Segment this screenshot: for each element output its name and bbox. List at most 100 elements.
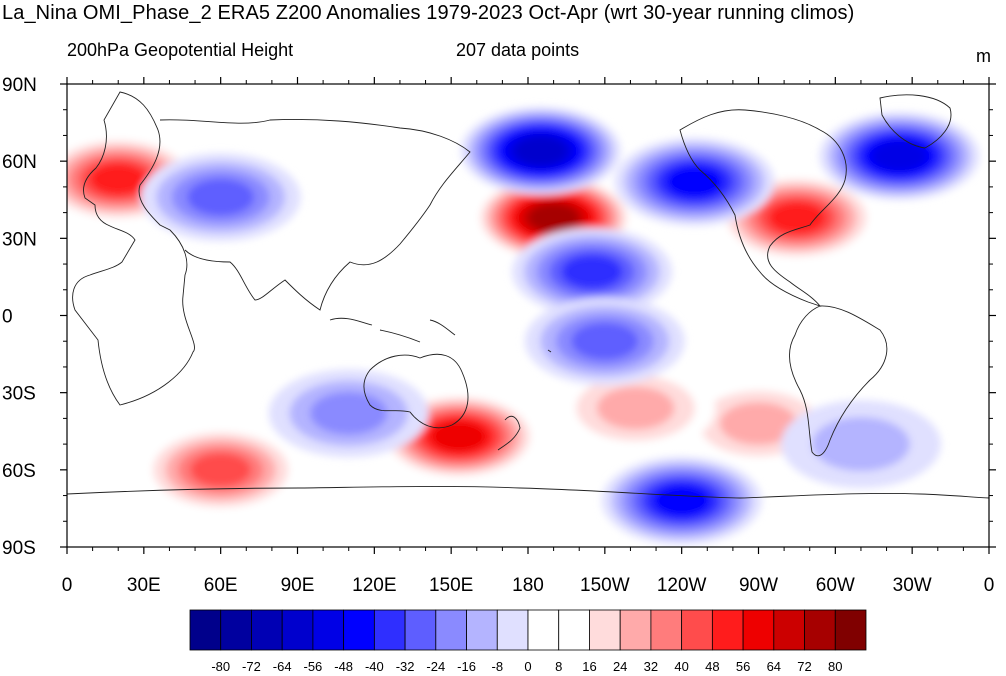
negative-anomaly — [614, 137, 775, 226]
contour-band — [187, 178, 255, 216]
colorbar-swatch — [466, 609, 498, 651]
lon-tick-label: 0 — [984, 575, 995, 596]
negative-anomaly — [512, 227, 673, 316]
contour-band — [571, 322, 639, 360]
colorbar-swatch — [681, 609, 713, 651]
colorbar-label: 16 — [582, 659, 596, 674]
colorbar-swatch — [619, 609, 652, 651]
colorbar-swatch — [558, 609, 590, 651]
units-label: m — [976, 46, 991, 66]
colorbar-label: 56 — [736, 659, 750, 674]
positive-anomaly — [140, 425, 301, 514]
contour-band — [872, 141, 927, 171]
colorbar-label: 8 — [555, 659, 562, 674]
lon-tick-label: 150E — [429, 575, 473, 596]
colorbar: -80 -72 -64 -56 -48 -40 -32 -24 -16 -8 0 8 16 24 32 40 4… — [189, 609, 867, 674]
lat-tick-label: 90S — [2, 538, 36, 559]
colorbar-swatch — [496, 609, 529, 651]
contour-band — [89, 163, 147, 195]
contour-band — [719, 402, 798, 445]
colorbar-label: 48 — [705, 659, 719, 674]
contour-band — [811, 417, 910, 472]
colorbar-swatch — [343, 609, 375, 651]
colorbar-swatch — [650, 609, 683, 651]
lon-tick-label: 120E — [352, 575, 396, 596]
colorbar-swatch — [251, 609, 283, 651]
lat-tick-label: 90N — [2, 75, 37, 96]
colorbar-swatch — [804, 609, 836, 651]
colorbar-label: -8 — [491, 659, 503, 674]
lon-tick-label: 60W — [816, 575, 855, 596]
negative-anomaly — [140, 153, 301, 242]
contour-band — [310, 391, 388, 435]
contour-band — [596, 386, 675, 430]
lon-tick-label: 60E — [204, 575, 238, 596]
lat-tick-label: 60S — [2, 461, 36, 482]
coastlines — [67, 91, 989, 499]
contour-band — [768, 202, 826, 234]
colorbar-swatch — [189, 609, 222, 651]
colorbar-label: -56 — [304, 659, 323, 674]
colorbar-label: 24 — [613, 659, 627, 674]
colorbar-swatch — [373, 609, 406, 651]
negative-anomaly — [460, 106, 621, 195]
colorbar-label: 72 — [797, 659, 811, 674]
negative-anomaly — [819, 112, 980, 201]
lon-tick-label: 150W — [580, 575, 630, 596]
colorbar-label: 0 — [524, 659, 531, 674]
colorbar-swatch — [711, 609, 744, 651]
map-panel — [67, 84, 989, 547]
variable-label: 200hPa Geopotential Height — [67, 40, 294, 60]
negative-anomaly — [268, 369, 429, 458]
contour-band — [666, 166, 723, 198]
lon-tick-label: 30E — [127, 575, 161, 596]
anomaly-field — [67, 106, 980, 545]
colorbar-swatch — [742, 609, 775, 651]
colorbar-label: 80 — [828, 659, 842, 674]
colorbar-label: -24 — [426, 659, 445, 674]
colorbar-label: -80 — [211, 659, 230, 674]
contour-band — [561, 254, 623, 289]
colorbar-label: 64 — [767, 659, 781, 674]
data-count-label: 207 data points — [456, 40, 580, 60]
colorbar-label: -16 — [457, 659, 476, 674]
positive-anomaly — [555, 364, 716, 453]
colorbar-swatch — [220, 609, 252, 651]
lon-tick-label: 90W — [739, 575, 778, 596]
colorbar-label: 32 — [644, 659, 658, 674]
colorbar-label: -64 — [273, 659, 292, 674]
lon-tick-label: 180 — [512, 575, 544, 596]
lon-tick-label: 90E — [281, 575, 315, 596]
contour-band — [190, 453, 252, 487]
colorbar-label: -48 — [334, 659, 353, 674]
plot-title: La_Nina OMI_Phase_2 ERA5 Z200 Anomalies … — [2, 2, 855, 24]
colorbar-label: -32 — [396, 659, 415, 674]
lon-tick-label: 0 — [62, 575, 73, 596]
lon-tick-label: 120W — [657, 575, 707, 596]
colorbar-swatch — [589, 609, 621, 651]
negative-anomaly — [601, 456, 762, 545]
contour-band — [653, 485, 711, 517]
colorbar-label: 40 — [674, 659, 688, 674]
lon-tick-label: 30W — [893, 575, 932, 596]
contour-band — [515, 136, 567, 166]
contour-band — [528, 203, 579, 232]
colorbar-label: -72 — [242, 659, 261, 674]
colorbar-swatch — [404, 609, 437, 651]
lat-tick-label: 60N — [2, 152, 37, 173]
colorbar-label: -40 — [365, 659, 384, 674]
colorbar-swatch — [281, 609, 314, 651]
lat-tick-label: 0 — [2, 307, 13, 328]
colorbar-swatch — [773, 609, 805, 651]
colorbar-swatch — [834, 609, 867, 651]
contour-band — [431, 421, 486, 452]
colorbar-swatch — [312, 609, 345, 651]
positive-anomaly — [378, 392, 539, 481]
negative-anomaly — [524, 297, 685, 386]
colorbar-swatch — [435, 609, 467, 651]
lat-tick-label: 30S — [2, 384, 36, 405]
negative-anomaly — [780, 400, 941, 489]
colorbar-swatch — [527, 609, 560, 651]
map-axes: 90N 60N 30N 0 30S 60S 90S 0 30E 60E 90E 120E 150E 180… — [2, 75, 996, 596]
